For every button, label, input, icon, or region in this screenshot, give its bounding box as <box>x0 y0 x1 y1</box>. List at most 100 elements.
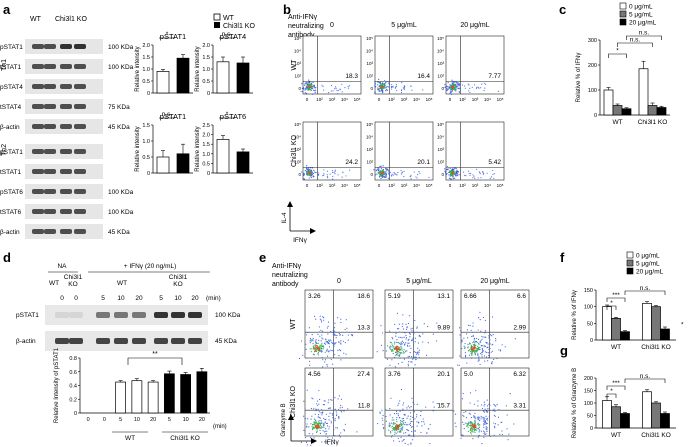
flow-tick: 10⁵ <box>497 97 504 102</box>
flow-dot <box>301 171 303 173</box>
flow-dot <box>331 171 334 174</box>
flow-dot <box>411 420 413 423</box>
flow-dot <box>326 170 329 172</box>
flow-dot <box>468 421 470 423</box>
quadrant-value: 15.7 <box>437 402 450 409</box>
flow-dot <box>298 357 301 360</box>
flow-dot <box>411 327 413 329</box>
flow-dot <box>453 86 455 89</box>
flow-dot <box>383 83 385 85</box>
flow-dot <box>412 358 414 360</box>
flow-tick: 10³ <box>437 147 444 152</box>
flow-dot <box>405 334 407 337</box>
flow-dot <box>327 407 330 409</box>
flow-dot <box>466 362 468 364</box>
flow-dot <box>323 404 326 406</box>
flow-dot <box>401 337 403 339</box>
flow-dot <box>477 422 479 424</box>
flow-dot <box>340 321 342 324</box>
flow-dot <box>395 428 397 430</box>
flow-dot <box>495 405 497 407</box>
flow-dot <box>388 169 390 171</box>
chart-title: pSTAT1 <box>160 32 186 41</box>
flow-dot <box>309 167 312 169</box>
flow-dot <box>411 430 413 433</box>
flow-dot <box>311 348 313 350</box>
flow-dot <box>467 343 469 345</box>
y-tick-label: 50 <box>587 321 593 327</box>
flow-dot <box>413 411 416 413</box>
flow-dot <box>331 350 333 352</box>
legend-swatch <box>619 2 627 10</box>
dose-label: 0 <box>337 278 341 285</box>
flow-dot <box>478 419 481 422</box>
flow-dot <box>403 336 405 338</box>
flow-dot <box>445 175 447 177</box>
flow-dot <box>486 351 488 354</box>
flow-dot <box>474 342 476 344</box>
flow-dot <box>405 342 407 344</box>
flow-dot <box>332 178 334 180</box>
blot-band-label: β-actin <box>0 124 20 131</box>
sig-mark: *** <box>612 380 620 387</box>
flow-dot <box>380 168 383 170</box>
y-axis-label: Relative % of IFNγ <box>576 53 582 103</box>
blot-band <box>44 64 56 69</box>
flow-dot <box>400 436 402 439</box>
flow-dot <box>479 417 481 419</box>
flow-dot <box>489 334 492 336</box>
flow-dot <box>489 404 491 406</box>
flow-dot <box>389 348 391 350</box>
y-tick-label: 0.5 <box>142 79 150 85</box>
flow-dot <box>476 86 478 88</box>
blot-mw-label: 100 KDa <box>108 44 134 51</box>
row-label: WT <box>290 318 297 330</box>
flow-dot <box>324 418 326 421</box>
flow-dot <box>398 349 400 351</box>
timepoint-label: 10 <box>117 295 125 302</box>
blot-band <box>32 64 44 69</box>
sig-mark: ** <box>152 351 158 358</box>
sig-mark: * <box>681 322 684 329</box>
flow-dot <box>397 431 399 433</box>
flow-dot <box>476 423 478 425</box>
y-tick-label: 1.0 <box>142 139 150 145</box>
flow-dot <box>399 428 401 430</box>
timepoint-label: 0 <box>74 295 78 302</box>
flow-dot <box>483 89 485 92</box>
flow-dot <box>401 340 404 342</box>
flow-dot <box>313 85 315 88</box>
flow-dot <box>314 350 316 352</box>
flow-dot <box>469 325 471 327</box>
flow-dot <box>464 342 466 345</box>
flow-dot <box>469 413 471 415</box>
quadrant-value: 5.0 <box>464 371 473 378</box>
flow-dot <box>320 340 322 342</box>
flow-dot <box>429 442 431 445</box>
flow-dot <box>379 412 381 414</box>
blot-band <box>44 229 56 234</box>
flow-dot <box>317 174 320 176</box>
flow-dot <box>479 423 481 426</box>
flow-dot <box>480 353 482 355</box>
flow-tick: 10⁵ <box>497 183 504 188</box>
flow-dot <box>378 172 380 174</box>
flow-dot <box>395 345 398 347</box>
flow-dot <box>499 349 502 351</box>
flow-dot <box>331 412 333 415</box>
flow-dot <box>342 334 344 336</box>
flow-dot <box>481 443 483 445</box>
flow-dot <box>435 340 438 342</box>
flow-dot <box>474 337 476 340</box>
min-label: (min) <box>213 424 227 430</box>
flow-dot <box>313 87 316 89</box>
flow-dot <box>490 362 493 364</box>
bar <box>147 381 159 414</box>
flow-dot <box>403 86 405 88</box>
flow-dot <box>412 337 414 339</box>
flow-dot <box>391 429 393 432</box>
blot-band <box>96 338 110 344</box>
flow-tick: 10⁵ <box>437 122 444 127</box>
flow-dot <box>399 410 401 412</box>
flow-dot <box>339 341 341 343</box>
